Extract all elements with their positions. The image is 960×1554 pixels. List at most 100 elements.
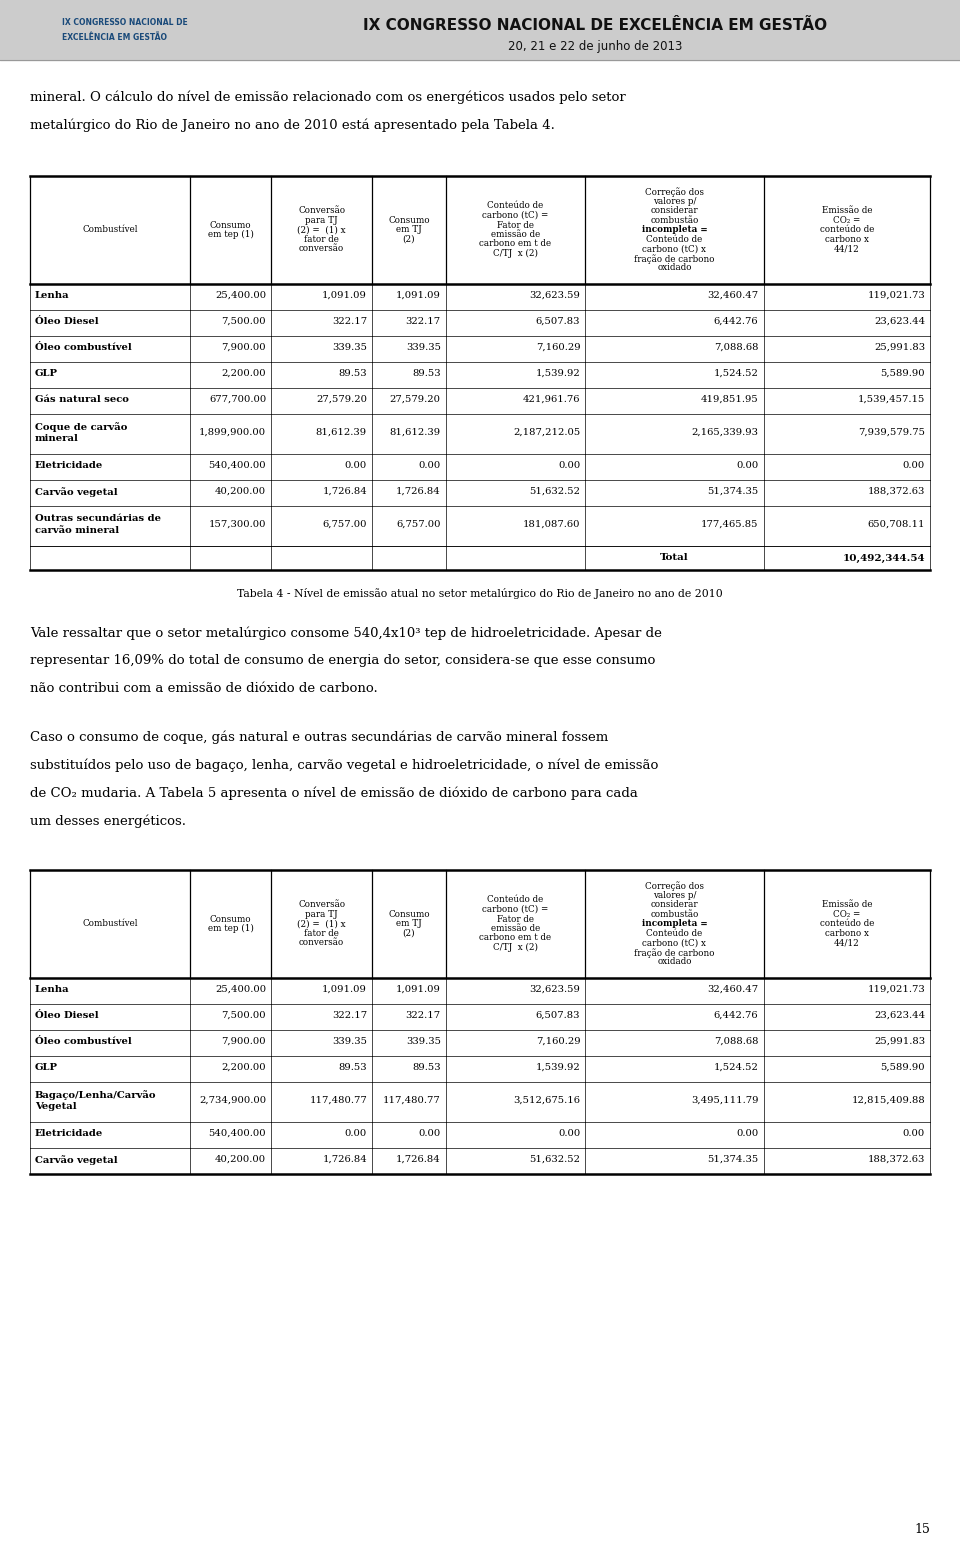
Text: Combustível: Combustível: [83, 920, 138, 928]
Text: Outras secundárias de: Outras secundárias de: [35, 514, 161, 524]
Text: Carvão vegetal: Carvão vegetal: [35, 486, 118, 497]
Text: 1,524.52: 1,524.52: [713, 368, 758, 378]
Text: 421,961.76: 421,961.76: [523, 395, 580, 404]
Text: Caso o consumo de coque, gás natural e outras secundárias de carvão mineral foss: Caso o consumo de coque, gás natural e o…: [30, 730, 609, 743]
Text: 339.35: 339.35: [332, 1037, 367, 1046]
Text: 6,442.76: 6,442.76: [714, 317, 758, 326]
Text: carbono (tC) =: carbono (tC) =: [482, 211, 549, 221]
Text: 12,815,409.88: 12,815,409.88: [852, 1096, 925, 1105]
Text: 1,091.09: 1,091.09: [396, 985, 441, 995]
Text: Conteúdo de: Conteúdo de: [646, 235, 703, 244]
Text: Conversão: Conversão: [298, 207, 346, 216]
Text: 1,091.09: 1,091.09: [323, 291, 367, 300]
Text: 322.17: 322.17: [332, 1012, 367, 1019]
Text: considerar: considerar: [651, 207, 698, 216]
Text: Vale ressaltar que o setor metalúrgico consome 540,4x10³ tep de hidroeletricidad: Vale ressaltar que o setor metalúrgico c…: [30, 626, 661, 640]
Text: carvão mineral: carvão mineral: [35, 525, 119, 535]
Text: 2,200.00: 2,200.00: [222, 368, 266, 378]
Text: Conteúdo de: Conteúdo de: [488, 895, 543, 904]
Text: CO₂ =: CO₂ =: [833, 216, 860, 225]
Text: 2,187,212.05: 2,187,212.05: [513, 427, 580, 437]
Text: 3,512,675.16: 3,512,675.16: [514, 1096, 580, 1105]
Text: fator de: fator de: [304, 929, 339, 937]
Text: 15: 15: [914, 1523, 930, 1535]
Text: metalúrgico do Rio de Janeiro no ano de 2010 está apresentado pela Tabela 4.: metalúrgico do Rio de Janeiro no ano de …: [30, 118, 555, 132]
Text: 6,442.76: 6,442.76: [714, 1012, 758, 1019]
Text: Combustível: Combustível: [83, 225, 138, 235]
Text: (2) =  (1) x: (2) = (1) x: [298, 225, 346, 235]
Text: Gás natural seco: Gás natural seco: [35, 395, 129, 404]
Text: 27,579.20: 27,579.20: [316, 395, 367, 404]
Text: 3,495,111.79: 3,495,111.79: [691, 1096, 758, 1105]
Text: C/TJ  x (2): C/TJ x (2): [493, 249, 538, 258]
Text: 40,200.00: 40,200.00: [215, 486, 266, 496]
Text: 119,021.73: 119,021.73: [867, 291, 925, 300]
Text: 89.53: 89.53: [412, 368, 441, 378]
Text: representar 16,09% do total de consumo de energia do setor, considera-se que ess: representar 16,09% do total de consumo d…: [30, 654, 656, 667]
Text: Consumo: Consumo: [388, 216, 430, 225]
Text: 51,632.52: 51,632.52: [529, 486, 580, 496]
Text: Óleo Diesel: Óleo Diesel: [35, 1012, 99, 1019]
Text: 1,726.84: 1,726.84: [323, 1155, 367, 1164]
Text: carbono em t de: carbono em t de: [479, 934, 552, 942]
Text: para TJ: para TJ: [305, 909, 338, 918]
Text: 0.00: 0.00: [345, 1130, 367, 1138]
Text: 2,734,900.00: 2,734,900.00: [199, 1096, 266, 1105]
Text: 650,708.11: 650,708.11: [868, 521, 925, 528]
Text: 23,623.44: 23,623.44: [874, 1012, 925, 1019]
Text: 0.00: 0.00: [345, 462, 367, 469]
Text: 188,372.63: 188,372.63: [868, 1155, 925, 1164]
Text: 5,589.90: 5,589.90: [880, 368, 925, 378]
Text: 51,374.35: 51,374.35: [708, 486, 758, 496]
Text: fator de: fator de: [304, 235, 339, 244]
Text: 81,612.39: 81,612.39: [316, 427, 367, 437]
Text: 1,091.09: 1,091.09: [323, 985, 367, 995]
Text: 1,726.84: 1,726.84: [323, 486, 367, 496]
Text: Emissão de: Emissão de: [822, 900, 872, 909]
Text: Coque de carvão: Coque de carvão: [35, 423, 128, 432]
Text: 7,088.68: 7,088.68: [714, 1037, 758, 1046]
Text: carbono x: carbono x: [825, 235, 869, 244]
Text: Óleo combustível: Óleo combustível: [35, 1037, 132, 1046]
Text: combustão: combustão: [650, 216, 699, 225]
Text: CO₂ =: CO₂ =: [833, 909, 860, 918]
Text: incompleta =: incompleta =: [641, 920, 708, 928]
Text: não contribui com a emissão de dióxido de carbono.: não contribui com a emissão de dióxido d…: [30, 682, 377, 695]
Text: 7,160.29: 7,160.29: [536, 343, 580, 353]
Text: 6,507.83: 6,507.83: [536, 317, 580, 326]
Text: 27,579.20: 27,579.20: [390, 395, 441, 404]
Text: 540,400.00: 540,400.00: [208, 462, 266, 469]
Text: Correção dos: Correção dos: [645, 881, 704, 890]
Text: 32,623.59: 32,623.59: [529, 985, 580, 995]
Text: mineral: mineral: [35, 434, 79, 443]
Text: conversão: conversão: [299, 939, 345, 948]
Text: 6,757.00: 6,757.00: [323, 521, 367, 528]
Text: 1,726.84: 1,726.84: [396, 1155, 441, 1164]
Text: Lenha: Lenha: [35, 291, 70, 300]
Text: Bagaço/Lenha/Carvão: Bagaço/Lenha/Carvão: [35, 1089, 156, 1100]
Text: 0.00: 0.00: [736, 462, 758, 469]
Text: EXCELÊNCIA EM GESTÃO: EXCELÊNCIA EM GESTÃO: [62, 33, 167, 42]
Text: 322.17: 322.17: [406, 1012, 441, 1019]
Text: 7,900.00: 7,900.00: [222, 1037, 266, 1046]
Text: 44/12: 44/12: [834, 244, 859, 253]
Text: 0.00: 0.00: [558, 1130, 580, 1138]
Text: 181,087.60: 181,087.60: [523, 521, 580, 528]
Text: 177,465.85: 177,465.85: [701, 521, 758, 528]
Text: GLP: GLP: [35, 368, 58, 378]
Text: Eletricidade: Eletricidade: [35, 1130, 104, 1138]
Text: 6,507.83: 6,507.83: [536, 1012, 580, 1019]
Text: (2): (2): [402, 235, 416, 244]
Text: 1,899,900.00: 1,899,900.00: [199, 427, 266, 437]
Text: carbono x: carbono x: [825, 929, 869, 937]
Text: valores p/: valores p/: [653, 197, 696, 205]
Text: 10,492,344.54: 10,492,344.54: [842, 553, 925, 563]
Text: 1,539,457.15: 1,539,457.15: [857, 395, 925, 404]
Text: 2,165,339.93: 2,165,339.93: [691, 427, 758, 437]
Text: 81,612.39: 81,612.39: [390, 427, 441, 437]
Text: 7,088.68: 7,088.68: [714, 343, 758, 353]
Text: um desses energéticos.: um desses energéticos.: [30, 814, 186, 827]
Text: 51,632.52: 51,632.52: [529, 1155, 580, 1164]
Text: emissão de: emissão de: [491, 230, 540, 239]
Text: 0.00: 0.00: [902, 462, 925, 469]
